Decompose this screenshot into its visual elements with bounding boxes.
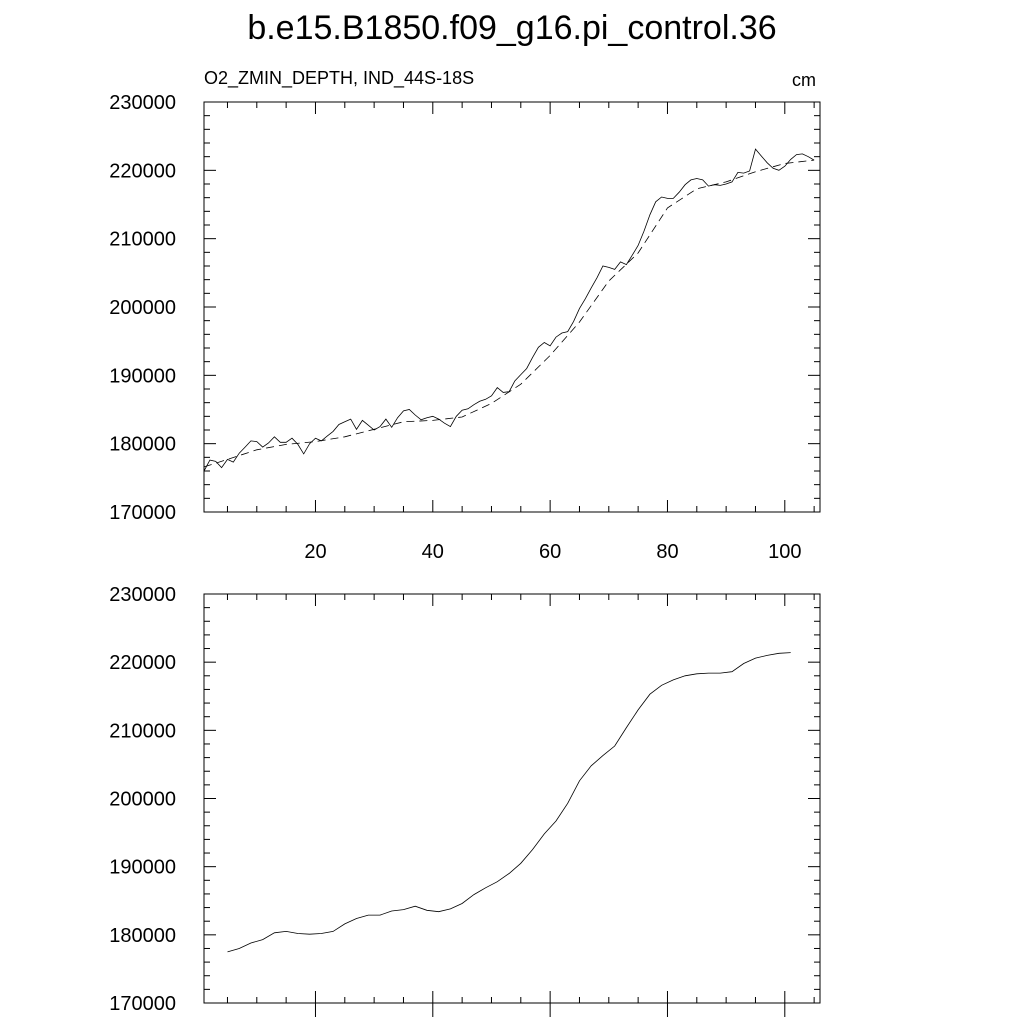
series-line-smoothed: [227, 652, 791, 953]
top-panel: 20 40 60 80 100 170000 180000 190000 200000 21000…: [109, 68, 821, 563]
y-tick-label: 210000: [109, 720, 176, 742]
bottom-panel: 170000 180000 190000 200000 210000 220000 2300…: [109, 584, 821, 1017]
y-tick-label: 180000: [109, 925, 176, 947]
x-tick-label: 40: [422, 541, 444, 563]
units-label: cm: [792, 70, 816, 90]
x-tick-label: 80: [656, 541, 678, 563]
y-tick-label: 230000: [109, 584, 176, 606]
plot-frame: [203, 101, 821, 513]
y-tick-label: 220000: [109, 160, 176, 182]
x-tick-label: 20: [304, 541, 326, 563]
variable-label: O2_ZMIN_DEPTH, IND_44S-18S: [204, 68, 474, 89]
y-tick-label: 200000: [109, 789, 176, 811]
x-tick-label: 60: [539, 541, 561, 563]
x-tick-label: 100: [768, 541, 801, 563]
y-tick-label: 220000: [109, 652, 176, 674]
y-tick-label: 170000: [109, 502, 176, 524]
y-tick-label: 230000: [109, 92, 176, 114]
y-tick-label: 170000: [109, 993, 176, 1015]
y-tick-label: 180000: [109, 434, 176, 456]
series-line-trend: [203, 159, 815, 468]
y-tick-label: 190000: [109, 365, 176, 387]
y-tick-label: 200000: [109, 297, 176, 319]
page-title: b.e15.B1850.f09_g16.pi_control.36: [247, 9, 777, 47]
y-tick-label: 210000: [109, 229, 176, 251]
series-line-annual: [203, 148, 815, 472]
plot-frame: [203, 593, 821, 1004]
y-tick-label: 190000: [109, 857, 176, 879]
